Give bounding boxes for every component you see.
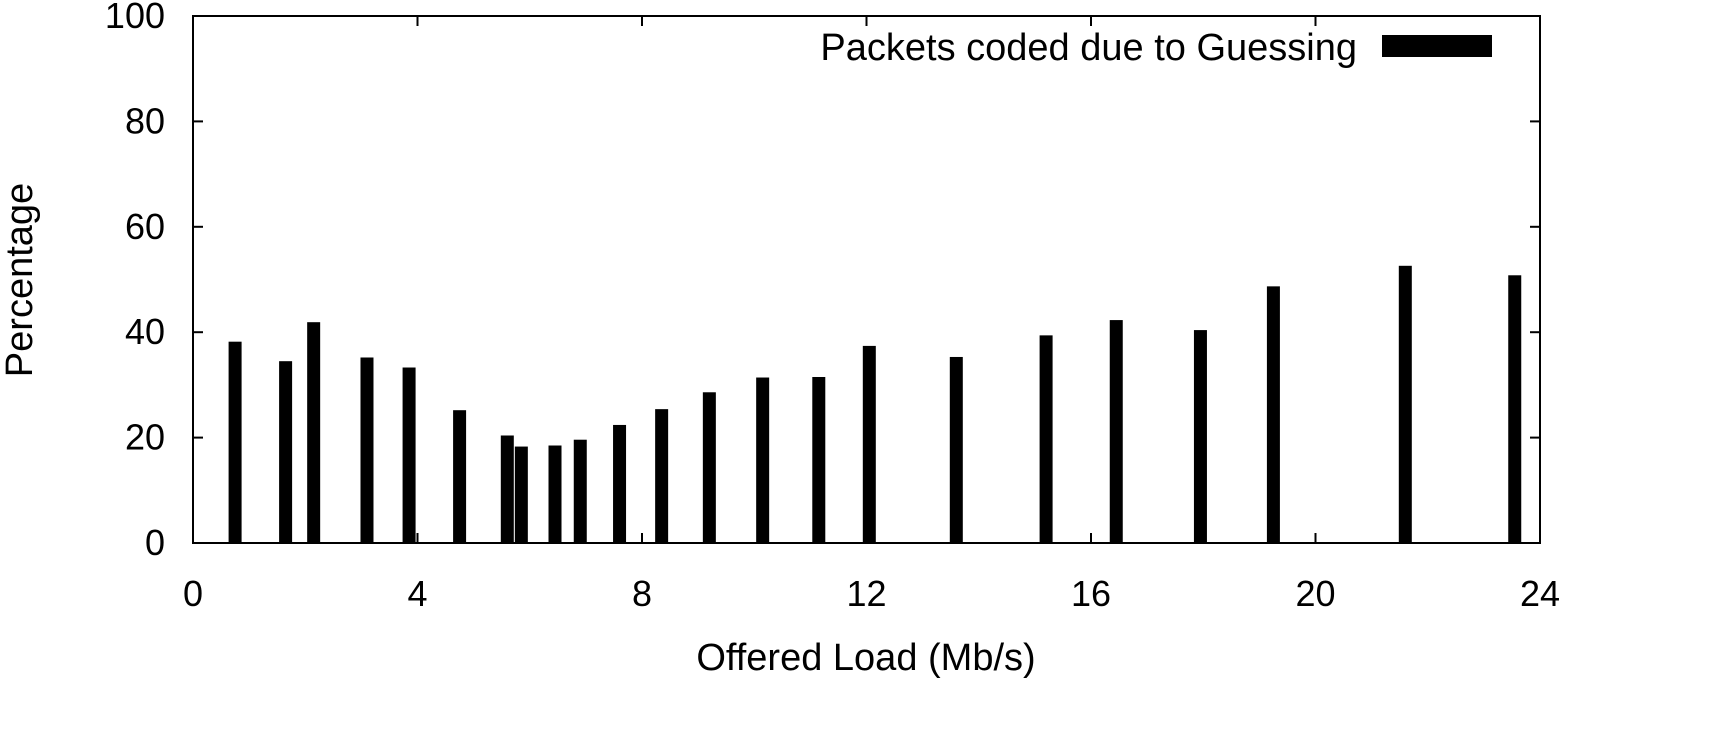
bar [500,435,514,543]
bar [862,345,876,543]
bar [613,424,627,543]
bars-group [228,265,1522,543]
x-tick-label: 0 [183,573,203,614]
bar [1508,275,1522,543]
bar [949,356,963,543]
y-tick-label: 20 [125,417,165,458]
bar [548,445,562,543]
bar [1266,286,1280,543]
bar [812,376,826,543]
bar [655,409,669,543]
bar [1109,320,1123,543]
legend: Packets coded due to Guessing [820,27,1492,69]
bar [402,367,416,543]
y-tick-label: 40 [125,311,165,352]
x-tick-label: 4 [407,573,427,614]
bar [279,361,293,543]
legend-swatch [1382,35,1492,57]
x-tick-label: 16 [1071,573,1111,614]
axis-ticks: 0 4 8 12 16 20 24 0 20 40 60 80 100 [105,0,1560,614]
bar [228,341,242,543]
bar [453,410,467,543]
y-tick-label: 0 [145,522,165,563]
bar [1039,335,1053,543]
bar [756,377,770,543]
y-axis-label: Percentage [0,183,41,377]
bar [1193,330,1207,543]
y-tick-label: 60 [125,206,165,247]
bar [360,357,374,543]
bar [702,392,716,543]
y-tick-label: 80 [125,100,165,141]
x-tick-label: 24 [1520,573,1560,614]
legend-label: Packets coded due to Guessing [820,27,1357,69]
x-tick-label: 8 [632,573,652,614]
bar [1398,265,1412,543]
bar [514,446,528,543]
bar [573,439,587,543]
y-tick-label: 100 [105,0,165,36]
bar [307,322,321,543]
x-axis-label: Offered Load (Mb/s) [696,637,1035,679]
x-tick-label: 20 [1295,573,1335,614]
x-tick-label: 12 [846,573,886,614]
